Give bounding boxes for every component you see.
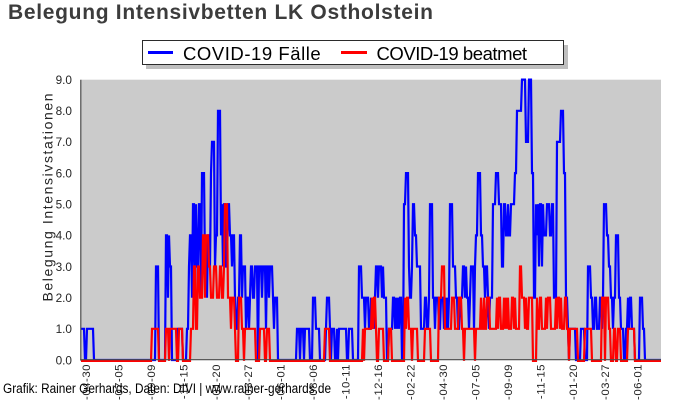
svg-text:8.0: 8.0 xyxy=(56,104,73,118)
svg-text:2022-02-22: 2022-02-22 xyxy=(406,364,418,400)
svg-text:9.0: 9.0 xyxy=(56,73,73,87)
svg-text:2021-10-11: 2021-10-11 xyxy=(341,364,353,400)
svg-text:2021-03-27: 2021-03-27 xyxy=(243,364,255,400)
svg-text:2020-07-05: 2020-07-05 xyxy=(114,364,126,400)
svg-text:2021-01-20: 2021-01-20 xyxy=(211,364,223,400)
svg-text:4.0: 4.0 xyxy=(56,229,73,243)
svg-text:1.0: 1.0 xyxy=(56,322,73,336)
svg-text:Belegung Intensivstationen: Belegung Intensivstationen xyxy=(40,92,56,302)
svg-text:3.0: 3.0 xyxy=(56,260,73,274)
svg-text:2022-11-15: 2022-11-15 xyxy=(535,364,547,400)
svg-text:2020-09-09: 2020-09-09 xyxy=(146,364,158,400)
svg-text:2020-04-30: 2020-04-30 xyxy=(81,364,93,400)
svg-text:2021-12-16: 2021-12-16 xyxy=(373,364,385,400)
svg-text:2022-09-09: 2022-09-09 xyxy=(503,364,515,400)
svg-text:5.0: 5.0 xyxy=(56,198,73,212)
svg-text:7.0: 7.0 xyxy=(56,135,73,149)
svg-text:2022-07-05: 2022-07-05 xyxy=(470,364,482,400)
svg-text:2020-11-15: 2020-11-15 xyxy=(178,364,190,400)
svg-text:2022-04-30: 2022-04-30 xyxy=(438,364,450,400)
svg-text:2021-08-06: 2021-08-06 xyxy=(308,364,320,400)
svg-text:2023-01-20: 2023-01-20 xyxy=(568,364,580,400)
svg-text:2023-06-01: 2023-06-01 xyxy=(633,364,645,400)
svg-text:2.0: 2.0 xyxy=(56,291,73,305)
svg-text:2021-06-01: 2021-06-01 xyxy=(276,364,288,400)
svg-text:2023-03-27: 2023-03-27 xyxy=(600,364,612,400)
svg-text:0.0: 0.0 xyxy=(56,353,73,367)
svg-text:6.0: 6.0 xyxy=(56,166,73,180)
